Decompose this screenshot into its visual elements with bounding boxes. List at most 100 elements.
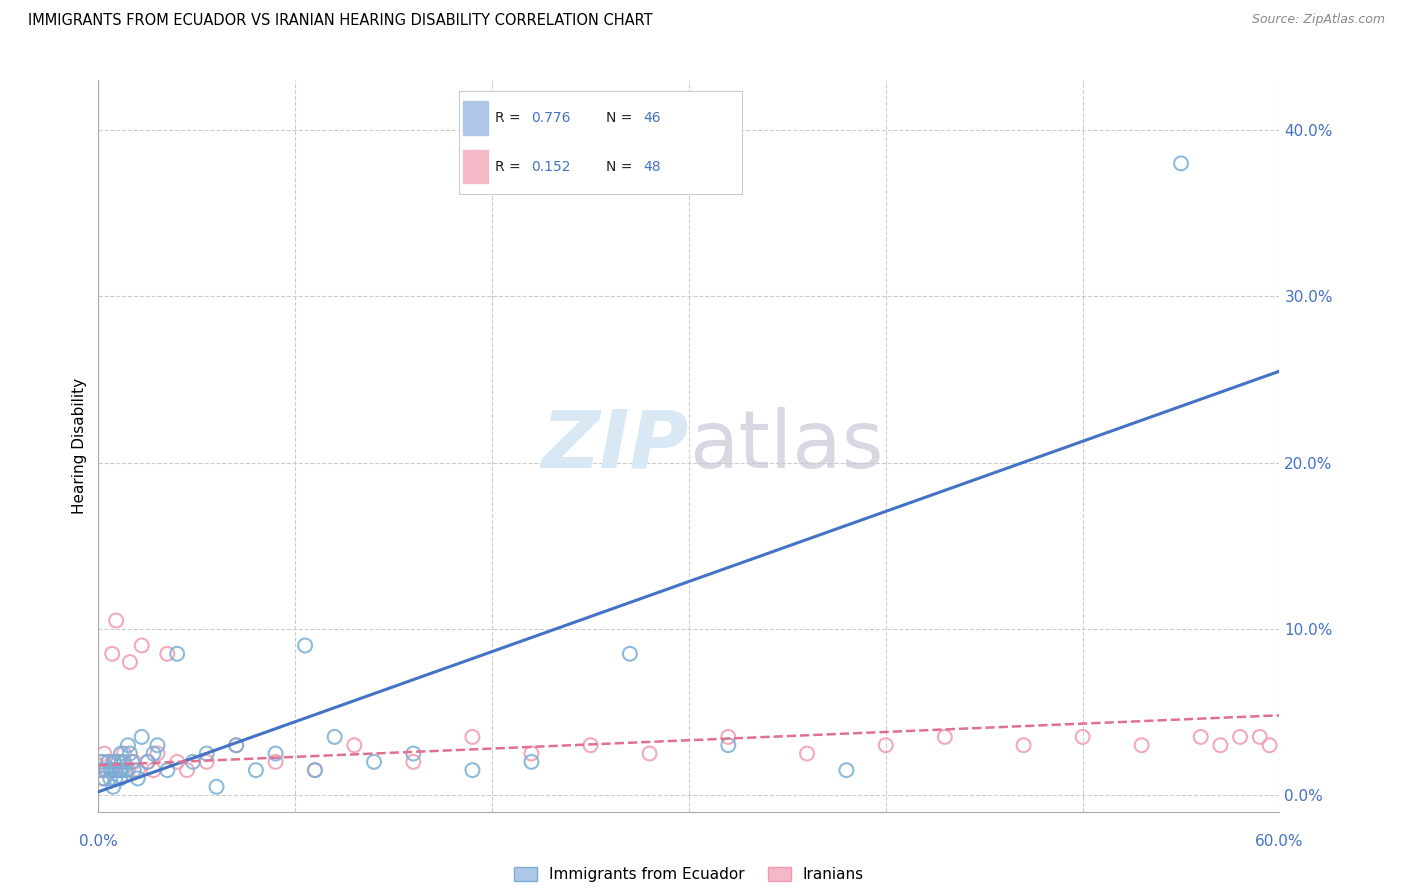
Point xyxy=(264,755,287,769)
Point xyxy=(127,763,149,777)
Point xyxy=(638,747,661,761)
Point xyxy=(1189,730,1212,744)
Point xyxy=(108,763,131,777)
Point xyxy=(717,738,740,752)
Text: 60.0%: 60.0% xyxy=(1256,834,1303,849)
Point xyxy=(96,763,118,777)
Point xyxy=(142,747,165,761)
Text: Source: ZipAtlas.com: Source: ZipAtlas.com xyxy=(1251,13,1385,27)
Point xyxy=(105,614,128,628)
Point xyxy=(402,747,425,761)
Point xyxy=(90,763,112,777)
Point xyxy=(98,772,121,786)
Point xyxy=(111,763,134,777)
Point xyxy=(225,738,247,752)
Point xyxy=(343,738,366,752)
Point xyxy=(122,763,145,777)
Text: atlas: atlas xyxy=(689,407,883,485)
Point xyxy=(195,755,218,769)
Point xyxy=(117,763,139,777)
Point xyxy=(107,755,129,769)
Point xyxy=(579,738,602,752)
Point xyxy=(181,755,204,769)
Point xyxy=(111,755,134,769)
Point xyxy=(103,780,125,794)
Point xyxy=(112,747,135,761)
Point xyxy=(1249,730,1271,744)
Point xyxy=(118,747,141,761)
Point xyxy=(91,755,114,769)
Point xyxy=(90,763,112,777)
Text: 0.0%: 0.0% xyxy=(79,834,118,849)
Point xyxy=(1229,730,1251,744)
Point xyxy=(1130,738,1153,752)
Point xyxy=(402,755,425,769)
Point xyxy=(1258,738,1281,752)
Text: IMMIGRANTS FROM ECUADOR VS IRANIAN HEARING DISABILITY CORRELATION CHART: IMMIGRANTS FROM ECUADOR VS IRANIAN HEARI… xyxy=(28,13,652,29)
Point xyxy=(93,747,115,761)
Point xyxy=(136,755,159,769)
Point xyxy=(142,763,165,777)
Legend: Immigrants from Ecuador, Iranians: Immigrants from Ecuador, Iranians xyxy=(508,861,870,888)
Point xyxy=(108,772,131,786)
Point xyxy=(96,763,118,777)
Point xyxy=(461,763,484,777)
Point xyxy=(461,730,484,744)
Y-axis label: Hearing Disability: Hearing Disability xyxy=(72,378,87,514)
Point xyxy=(205,780,228,794)
Point xyxy=(1071,730,1094,744)
Point xyxy=(156,763,179,777)
Point xyxy=(323,730,346,744)
Point xyxy=(118,655,141,669)
Point xyxy=(122,755,145,769)
Point xyxy=(245,763,267,777)
Point xyxy=(101,647,124,661)
Point xyxy=(717,730,740,744)
Point xyxy=(103,755,125,769)
Point xyxy=(166,647,188,661)
Point xyxy=(89,755,111,769)
Point xyxy=(98,763,121,777)
Point xyxy=(176,763,198,777)
Point xyxy=(934,730,956,744)
Point xyxy=(875,738,897,752)
Point xyxy=(136,755,159,769)
Point xyxy=(104,763,127,777)
Point xyxy=(112,755,135,769)
Point xyxy=(146,747,169,761)
Point xyxy=(835,763,858,777)
Point xyxy=(166,755,188,769)
Point xyxy=(304,763,326,777)
Point xyxy=(97,755,120,769)
Point xyxy=(110,747,132,761)
Point xyxy=(131,730,153,744)
Point xyxy=(520,747,543,761)
Point xyxy=(127,772,149,786)
Point xyxy=(107,755,129,769)
Point xyxy=(105,763,128,777)
Point xyxy=(101,763,124,777)
Point xyxy=(520,755,543,769)
Point xyxy=(108,763,131,777)
Point xyxy=(93,772,115,786)
Point xyxy=(294,639,316,653)
Point xyxy=(304,763,326,777)
Point xyxy=(91,772,114,786)
Point xyxy=(97,755,120,769)
Point xyxy=(1209,738,1232,752)
Point xyxy=(104,772,127,786)
Point xyxy=(115,763,138,777)
Point xyxy=(121,755,143,769)
Point xyxy=(796,747,818,761)
Point xyxy=(131,639,153,653)
Point xyxy=(363,755,385,769)
Point xyxy=(103,755,125,769)
Point xyxy=(225,738,247,752)
Point xyxy=(619,647,641,661)
Point xyxy=(156,647,179,661)
Point xyxy=(1170,156,1192,170)
Point xyxy=(117,738,139,752)
Point xyxy=(195,747,218,761)
Point xyxy=(264,747,287,761)
Text: ZIP: ZIP xyxy=(541,407,689,485)
